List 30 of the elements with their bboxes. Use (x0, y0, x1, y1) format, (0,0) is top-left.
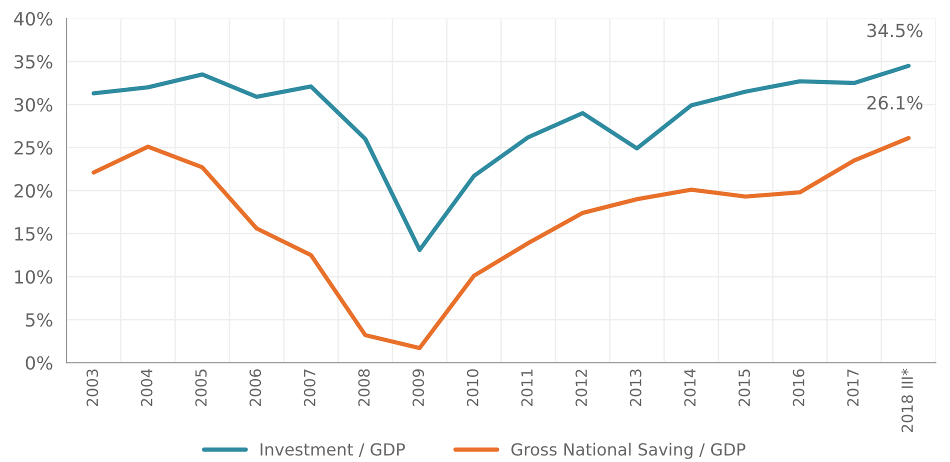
x-tick-label: 2009 (412, 369, 424, 406)
y-tick-label: 15% (15, 227, 52, 241)
x-tick-label: 2013 (630, 369, 642, 406)
legend-label: Gross National Saving / GDP (511, 442, 746, 459)
x-tick-label: 2003 (86, 369, 98, 406)
y-tick-label: 35% (14, 54, 52, 69)
x-tick-label: 2015 (738, 370, 750, 406)
x-tick-label: 2004 (140, 369, 152, 406)
x-tick-label: 2008 (358, 369, 370, 406)
x-tick-label: 2006 (250, 369, 262, 406)
x-tick-label: 2011 (521, 370, 533, 406)
line-series (92, 136, 911, 350)
y-tick-label: 20% (14, 184, 52, 198)
y-tick-label: 0% (26, 356, 52, 370)
x-tick-label: 2016 (792, 369, 804, 406)
y-tick-label: 30% (14, 98, 52, 112)
x-tick-label: 2010 (466, 369, 478, 406)
y-tick-label: 40% (14, 12, 52, 26)
x-tick-label: 2012 (575, 370, 588, 406)
x-tick-label: 2018 III* (901, 368, 914, 432)
y-tick-label: 25% (14, 141, 52, 155)
y-tick-label: 10% (15, 270, 52, 284)
x-tick-label: 2017 (847, 370, 859, 406)
annotation: 26.1% (867, 96, 922, 110)
annotation: 34.5% (867, 24, 922, 38)
x-tick-label: 2005 (195, 370, 207, 406)
x-tick-label: 2007 (304, 370, 316, 406)
x-tick-label: 2014 (684, 369, 696, 406)
y-tick-label: 5% (26, 313, 52, 327)
legend-label: Investment / GDP (260, 443, 405, 458)
